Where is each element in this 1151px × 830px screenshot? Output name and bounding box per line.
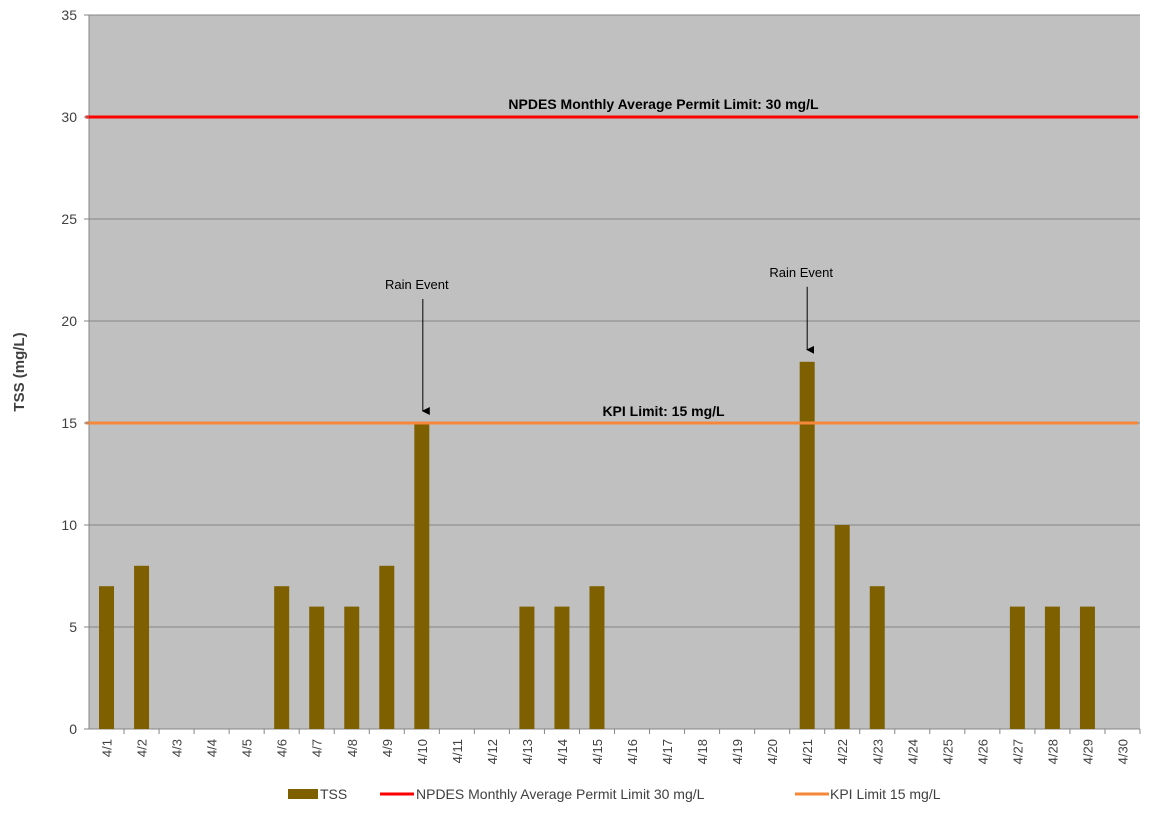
rain-event-label: Rain Event (385, 277, 449, 292)
x-tick-label: 4/10 (415, 739, 430, 764)
limit-lines-group: NPDES Monthly Average Permit Limit: 30 m… (85, 96, 1138, 425)
bars-group (99, 361, 1095, 729)
x-tick-label: 4/13 (520, 739, 535, 764)
x-tick-label: 4/1 (100, 739, 115, 757)
x-tick-label: 4/3 (170, 739, 185, 757)
x-tick-label: 4/30 (1115, 739, 1130, 764)
x-tick-label: 4/27 (1010, 739, 1025, 764)
x-tick-label: 4/28 (1045, 739, 1060, 764)
y-tick-label: 20 (61, 313, 77, 329)
x-tick-label: 4/2 (135, 739, 150, 757)
y-tick-label: 0 (69, 721, 77, 737)
y-tick-label: 10 (61, 517, 77, 533)
bar-4-14 (554, 606, 570, 729)
x-tick-label: 4/11 (450, 739, 465, 763)
y-tick-label: 35 (61, 7, 77, 23)
x-tick-labels: 4/1 4/2 4/3 4/4 4/5 4/6 4/7 4/8 4/9 4/10 4/11 4/12 4… (100, 729, 1141, 764)
bar-4-9 (379, 565, 395, 729)
x-tick-label: 4/9 (380, 739, 395, 757)
x-tick-label: 4/16 (625, 739, 640, 764)
bar-4-10 (414, 423, 430, 729)
y-axis-label: TSS (mg/L) (11, 332, 28, 411)
x-tick-label: 4/8 (345, 739, 360, 757)
x-tick-label: 4/21 (800, 739, 815, 764)
bar-4-15 (589, 586, 605, 729)
x-tick-label: 4/23 (870, 739, 885, 764)
x-tick-label: 4/24 (905, 739, 920, 764)
x-tick-label: 4/19 (730, 739, 745, 764)
x-tick-label: 4/15 (590, 739, 605, 764)
plot-area (89, 15, 1140, 729)
x-tick-label: 4/22 (835, 739, 850, 764)
bar-4-27 (1009, 606, 1025, 729)
x-tick-label: 4/17 (660, 739, 675, 764)
x-tick-label: 4/7 (310, 739, 325, 757)
bar-4-1 (99, 586, 115, 729)
bar-4-7 (309, 606, 325, 729)
bar-4-13 (519, 606, 535, 729)
y-tick-label: 15 (61, 415, 77, 431)
x-tick-label: 4/6 (275, 739, 290, 757)
legend-label-npdes: NPDES Monthly Average Permit Limit 30 mg… (416, 786, 705, 802)
bar-4-28 (1044, 606, 1060, 729)
bar-4-2 (134, 565, 150, 729)
bar-4-6 (274, 586, 290, 729)
kpi-limit-label: KPI Limit: 15 mg/L (602, 403, 725, 419)
legend-swatch-tss (288, 789, 318, 799)
x-tick-label: 4/20 (765, 739, 780, 764)
legend-label-kpi: KPI Limit 15 mg/L (830, 786, 941, 802)
x-tick-label: 4/5 (240, 739, 255, 757)
rain-event-label: Rain Event (769, 265, 833, 280)
y-tick-label: 25 (61, 211, 77, 227)
x-tick-label: 4/12 (485, 739, 500, 764)
bar-4-8 (344, 606, 360, 729)
npdes-limit-label: NPDES Monthly Average Permit Limit: 30 m… (508, 96, 819, 112)
annotations-group: Rain Event Rain Event (385, 265, 833, 415)
legend-label-tss: TSS (320, 786, 347, 802)
x-tick-label: 4/26 (975, 739, 990, 764)
y-tick-label: 5 (69, 619, 77, 635)
x-tick-label: 4/18 (695, 739, 710, 764)
bar-4-23 (869, 586, 885, 729)
x-tick-label: 4/29 (1080, 739, 1095, 764)
x-tick-label: 4/25 (940, 739, 955, 764)
bar-4-21 (799, 361, 815, 729)
y-tick-labels: 0 5 10 15 20 25 30 35 (61, 7, 89, 737)
legend: TSS NPDES Monthly Average Permit Limit 30… (288, 786, 941, 802)
bar-4-29 (1079, 606, 1095, 729)
x-tick-label: 4/4 (205, 739, 220, 757)
x-tick-label: 4/14 (555, 739, 570, 764)
y-tick-label: 30 (61, 109, 77, 125)
bar-4-22 (834, 525, 850, 729)
